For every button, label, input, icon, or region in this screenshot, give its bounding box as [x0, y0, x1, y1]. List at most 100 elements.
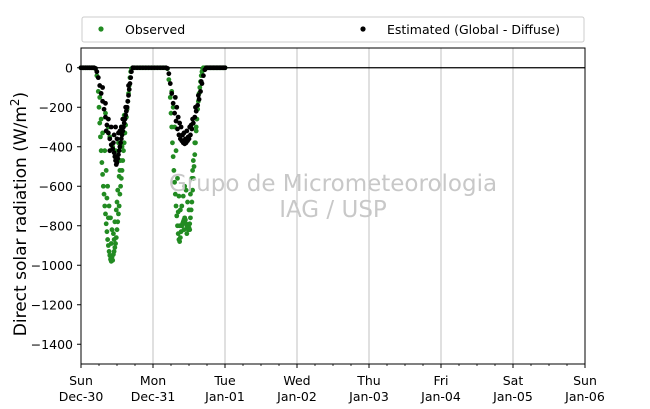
- data-point: [111, 249, 117, 254]
- data-point: [121, 120, 127, 126]
- data-point: [98, 116, 104, 122]
- y-tick-label: −800: [39, 218, 73, 233]
- data-point: [100, 85, 105, 90]
- data-point: [193, 124, 199, 130]
- data-point: [176, 132, 182, 138]
- data-point: [123, 104, 129, 110]
- data-point: [116, 148, 122, 154]
- data-point: [177, 239, 183, 244]
- data-point: [111, 231, 116, 237]
- x-tick-label-day: Mon: [140, 373, 166, 388]
- y-axis: 0 −200 −400 −600 −800 −1000 −1200 −1400: [31, 60, 81, 352]
- x-tick-label-date: Jan-02: [276, 389, 317, 404]
- x-tick-label-day: Tue: [213, 373, 236, 388]
- data-point: [118, 136, 124, 142]
- series-estimated: [78, 65, 228, 167]
- data-point: [116, 152, 121, 158]
- x-tick-label-day: Wed: [283, 373, 310, 388]
- legend-marker-estimated: [360, 26, 366, 32]
- data-point: [99, 160, 105, 165]
- data-point: [118, 183, 123, 189]
- data-point: [98, 148, 104, 154]
- data-point: [195, 93, 201, 98]
- data-point: [103, 168, 109, 173]
- data-point: [183, 217, 188, 223]
- data-point: [170, 104, 176, 110]
- data-point: [123, 108, 129, 114]
- data-point: [111, 237, 117, 242]
- data-point: [222, 65, 228, 71]
- data-point: [102, 203, 108, 209]
- data-point: [103, 128, 109, 134]
- data-point: [105, 116, 111, 122]
- data-point: [117, 191, 123, 197]
- data-point: [172, 191, 178, 197]
- data-point: [177, 120, 183, 126]
- y-axis-label-text: Direct solar radiation (W/m: [11, 106, 31, 336]
- x-tick-label-day: Fri: [434, 373, 449, 388]
- y-axis-label-superscript: 2: [8, 98, 22, 106]
- data-point: [175, 175, 180, 181]
- data-point: [192, 140, 198, 146]
- x-tick-label-date: Jan-04: [420, 389, 461, 404]
- data-point: [116, 130, 121, 136]
- legend: Observed Estimated (Global - Diffuse): [81, 16, 585, 43]
- data-point: [172, 179, 178, 185]
- data-point: [126, 87, 132, 92]
- data-point: [113, 207, 119, 213]
- legend-label-observed: Observed: [125, 22, 185, 37]
- data-point: [107, 136, 113, 142]
- data-point: [109, 227, 115, 233]
- legend-marker-observed: [98, 26, 104, 32]
- data-point: [196, 96, 202, 102]
- data-point: [96, 104, 102, 110]
- data-point: [189, 199, 195, 205]
- data-point: [112, 219, 118, 225]
- data-point: [108, 241, 114, 246]
- data-point: [98, 134, 103, 140]
- data-point: [101, 191, 107, 197]
- legend-frame: [81, 16, 585, 43]
- data-point: [170, 140, 175, 146]
- data-point: [104, 229, 110, 235]
- data-point: [187, 221, 193, 227]
- y-tick-label: −1400: [31, 337, 73, 352]
- data-point: [181, 227, 187, 233]
- data-point: [113, 124, 118, 130]
- x-tick-label-date: Jan-06: [564, 389, 605, 404]
- data-point: [119, 132, 125, 138]
- data-point: [188, 191, 193, 197]
- data-point: [129, 69, 134, 75]
- x-tick-label-day: Sat: [503, 373, 524, 388]
- watermark-line2: IAG / USP: [279, 197, 387, 223]
- data-point: [173, 118, 179, 124]
- data-point: [170, 154, 176, 160]
- data-point: [116, 203, 122, 209]
- data-point: [185, 134, 191, 140]
- x-tick-label-day: Sun: [69, 373, 93, 388]
- data-points: [78, 65, 228, 264]
- x-tick-label-date: Dec-31: [131, 389, 176, 404]
- data-point: [198, 89, 203, 94]
- data-point: [100, 183, 106, 189]
- data-point: [173, 148, 179, 154]
- data-point: [114, 160, 120, 165]
- data-point: [176, 193, 182, 199]
- data-point: [198, 79, 204, 84]
- data-point: [182, 183, 188, 189]
- data-point: [190, 168, 196, 173]
- data-point: [114, 136, 120, 142]
- data-point: [175, 209, 181, 215]
- data-point: [171, 168, 177, 173]
- watermark-line1: Grupo de Micrometeorologia: [169, 171, 497, 197]
- data-point: [188, 215, 193, 221]
- data-point: [180, 132, 185, 138]
- data-point: [117, 144, 123, 150]
- data-point: [98, 91, 104, 96]
- data-point: [105, 237, 111, 242]
- data-point: [94, 69, 100, 75]
- data-point: [125, 98, 131, 104]
- data-point: [105, 183, 111, 189]
- data-point: [111, 132, 117, 138]
- data-point: [116, 173, 122, 179]
